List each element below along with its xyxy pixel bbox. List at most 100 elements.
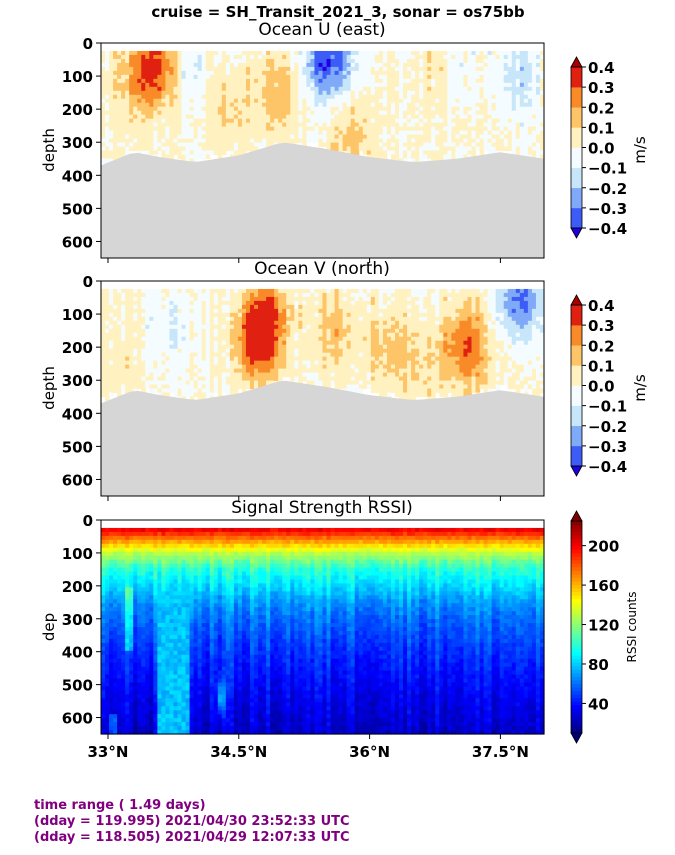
heatmap-cell	[403, 82, 408, 88]
heatmap-cell	[519, 122, 525, 128]
heatmap-cell	[399, 344, 404, 350]
heatmap-cell	[113, 74, 118, 80]
heatmap-cell	[451, 86, 456, 92]
heatmap-cell	[443, 146, 448, 152]
heatmap-cell	[258, 126, 263, 132]
heatmap-cell	[153, 58, 158, 64]
heatmap-cell	[117, 138, 122, 144]
heatmap-cell	[270, 304, 275, 310]
heatmap-cell	[366, 82, 372, 88]
heatmap-cell	[523, 98, 529, 104]
heatmap-cell	[113, 130, 118, 136]
heatmap-cell	[137, 62, 142, 68]
heatmap-cell	[117, 368, 122, 374]
heatmap-cell	[294, 356, 299, 362]
heatmap-cell	[161, 380, 167, 386]
heatmap-cell	[403, 102, 408, 108]
heatmap-cell	[205, 372, 211, 378]
heatmap-cell	[491, 50, 497, 56]
heatmap-cell	[217, 126, 223, 132]
heatmap-cell	[447, 118, 452, 124]
heatmap-cell	[354, 352, 360, 358]
heatmap-cell	[141, 90, 146, 96]
heatmap-cell	[499, 126, 505, 132]
heatmap-cell	[205, 344, 211, 350]
heatmap-cell	[241, 372, 247, 378]
heatmap-cell	[362, 78, 368, 84]
heatmap-cell	[399, 74, 404, 80]
heatmap-cell	[334, 74, 340, 80]
heatmap-cell	[258, 384, 263, 390]
heatmap-cell	[427, 66, 432, 72]
heatmap-cell	[382, 74, 388, 80]
heatmap-cell	[342, 102, 348, 108]
heatmap-cell	[390, 150, 396, 156]
heatmap-cell	[137, 138, 142, 144]
heatmap-cell	[386, 320, 392, 326]
heatmap-cell	[233, 126, 239, 132]
heatmap-cell	[233, 146, 239, 152]
heatmap-cell	[386, 66, 392, 72]
heatmap-cell	[145, 106, 150, 112]
heatmap-cell	[241, 308, 247, 314]
heatmap-cell	[193, 320, 199, 326]
heatmap-cell	[185, 372, 191, 378]
heatmap-cell	[362, 102, 368, 108]
heatmap-cell	[350, 312, 356, 318]
heatmap-cell	[149, 102, 154, 108]
heatmap-cell	[491, 142, 497, 148]
heatmap-cell	[535, 74, 541, 80]
heatmap-cell	[113, 304, 118, 310]
heatmap-cell	[495, 98, 501, 104]
heatmap-cell	[407, 304, 412, 310]
heatmap-cell	[133, 288, 138, 294]
heatmap-cell	[121, 50, 126, 56]
heatmap-cell	[185, 320, 191, 326]
heatmap-cell	[431, 78, 436, 84]
heatmap-cell	[535, 146, 541, 152]
heatmap-cell	[262, 122, 267, 128]
heatmap-cell	[451, 102, 456, 108]
heatmap-cell	[241, 304, 247, 310]
heatmap-cell	[157, 376, 163, 382]
heatmap-cell	[109, 86, 114, 92]
heatmap-cell	[403, 134, 408, 140]
heatmap-cell	[479, 78, 485, 84]
heatmap-cell	[181, 380, 187, 386]
heatmap-cell	[225, 54, 231, 60]
heatmap-cell	[165, 58, 171, 64]
heatmap-cell	[390, 300, 396, 306]
heatmap-cell	[390, 292, 396, 298]
heatmap-cell	[298, 360, 303, 366]
heatmap-cell	[262, 344, 267, 350]
heatmap-cell	[326, 90, 332, 96]
heatmap-cell	[479, 142, 485, 148]
heatmap-cell	[471, 82, 477, 88]
heatmap-cell	[173, 324, 179, 330]
heatmap-cell	[189, 98, 195, 104]
heatmap-cell	[169, 332, 175, 338]
heatmap-cell	[213, 74, 219, 80]
heatmap-cell	[362, 150, 368, 156]
heatmap-cell	[302, 90, 307, 96]
heatmap-cell	[338, 54, 344, 60]
heatmap-cell	[161, 296, 167, 302]
heatmap-cell	[338, 340, 344, 346]
heatmap-cell	[189, 360, 195, 366]
heatmap-cell	[258, 102, 263, 108]
heatmap-cell	[161, 98, 167, 104]
heatmap-cell	[105, 336, 110, 342]
heatmap-cell	[245, 344, 251, 350]
heatmap-cell	[467, 78, 473, 84]
heatmap-cell	[201, 340, 207, 346]
heatmap-cell	[266, 110, 271, 116]
heatmap-cell	[113, 146, 118, 152]
heatmap-cell	[101, 90, 106, 96]
heatmap-cell	[386, 70, 392, 76]
heatmap-cell	[121, 114, 126, 120]
heatmap-cell	[499, 78, 505, 84]
heatmap-cell	[109, 102, 114, 108]
heatmap-cell	[157, 78, 163, 84]
heatmap-cell	[294, 114, 299, 120]
heatmap-cell	[382, 102, 388, 108]
